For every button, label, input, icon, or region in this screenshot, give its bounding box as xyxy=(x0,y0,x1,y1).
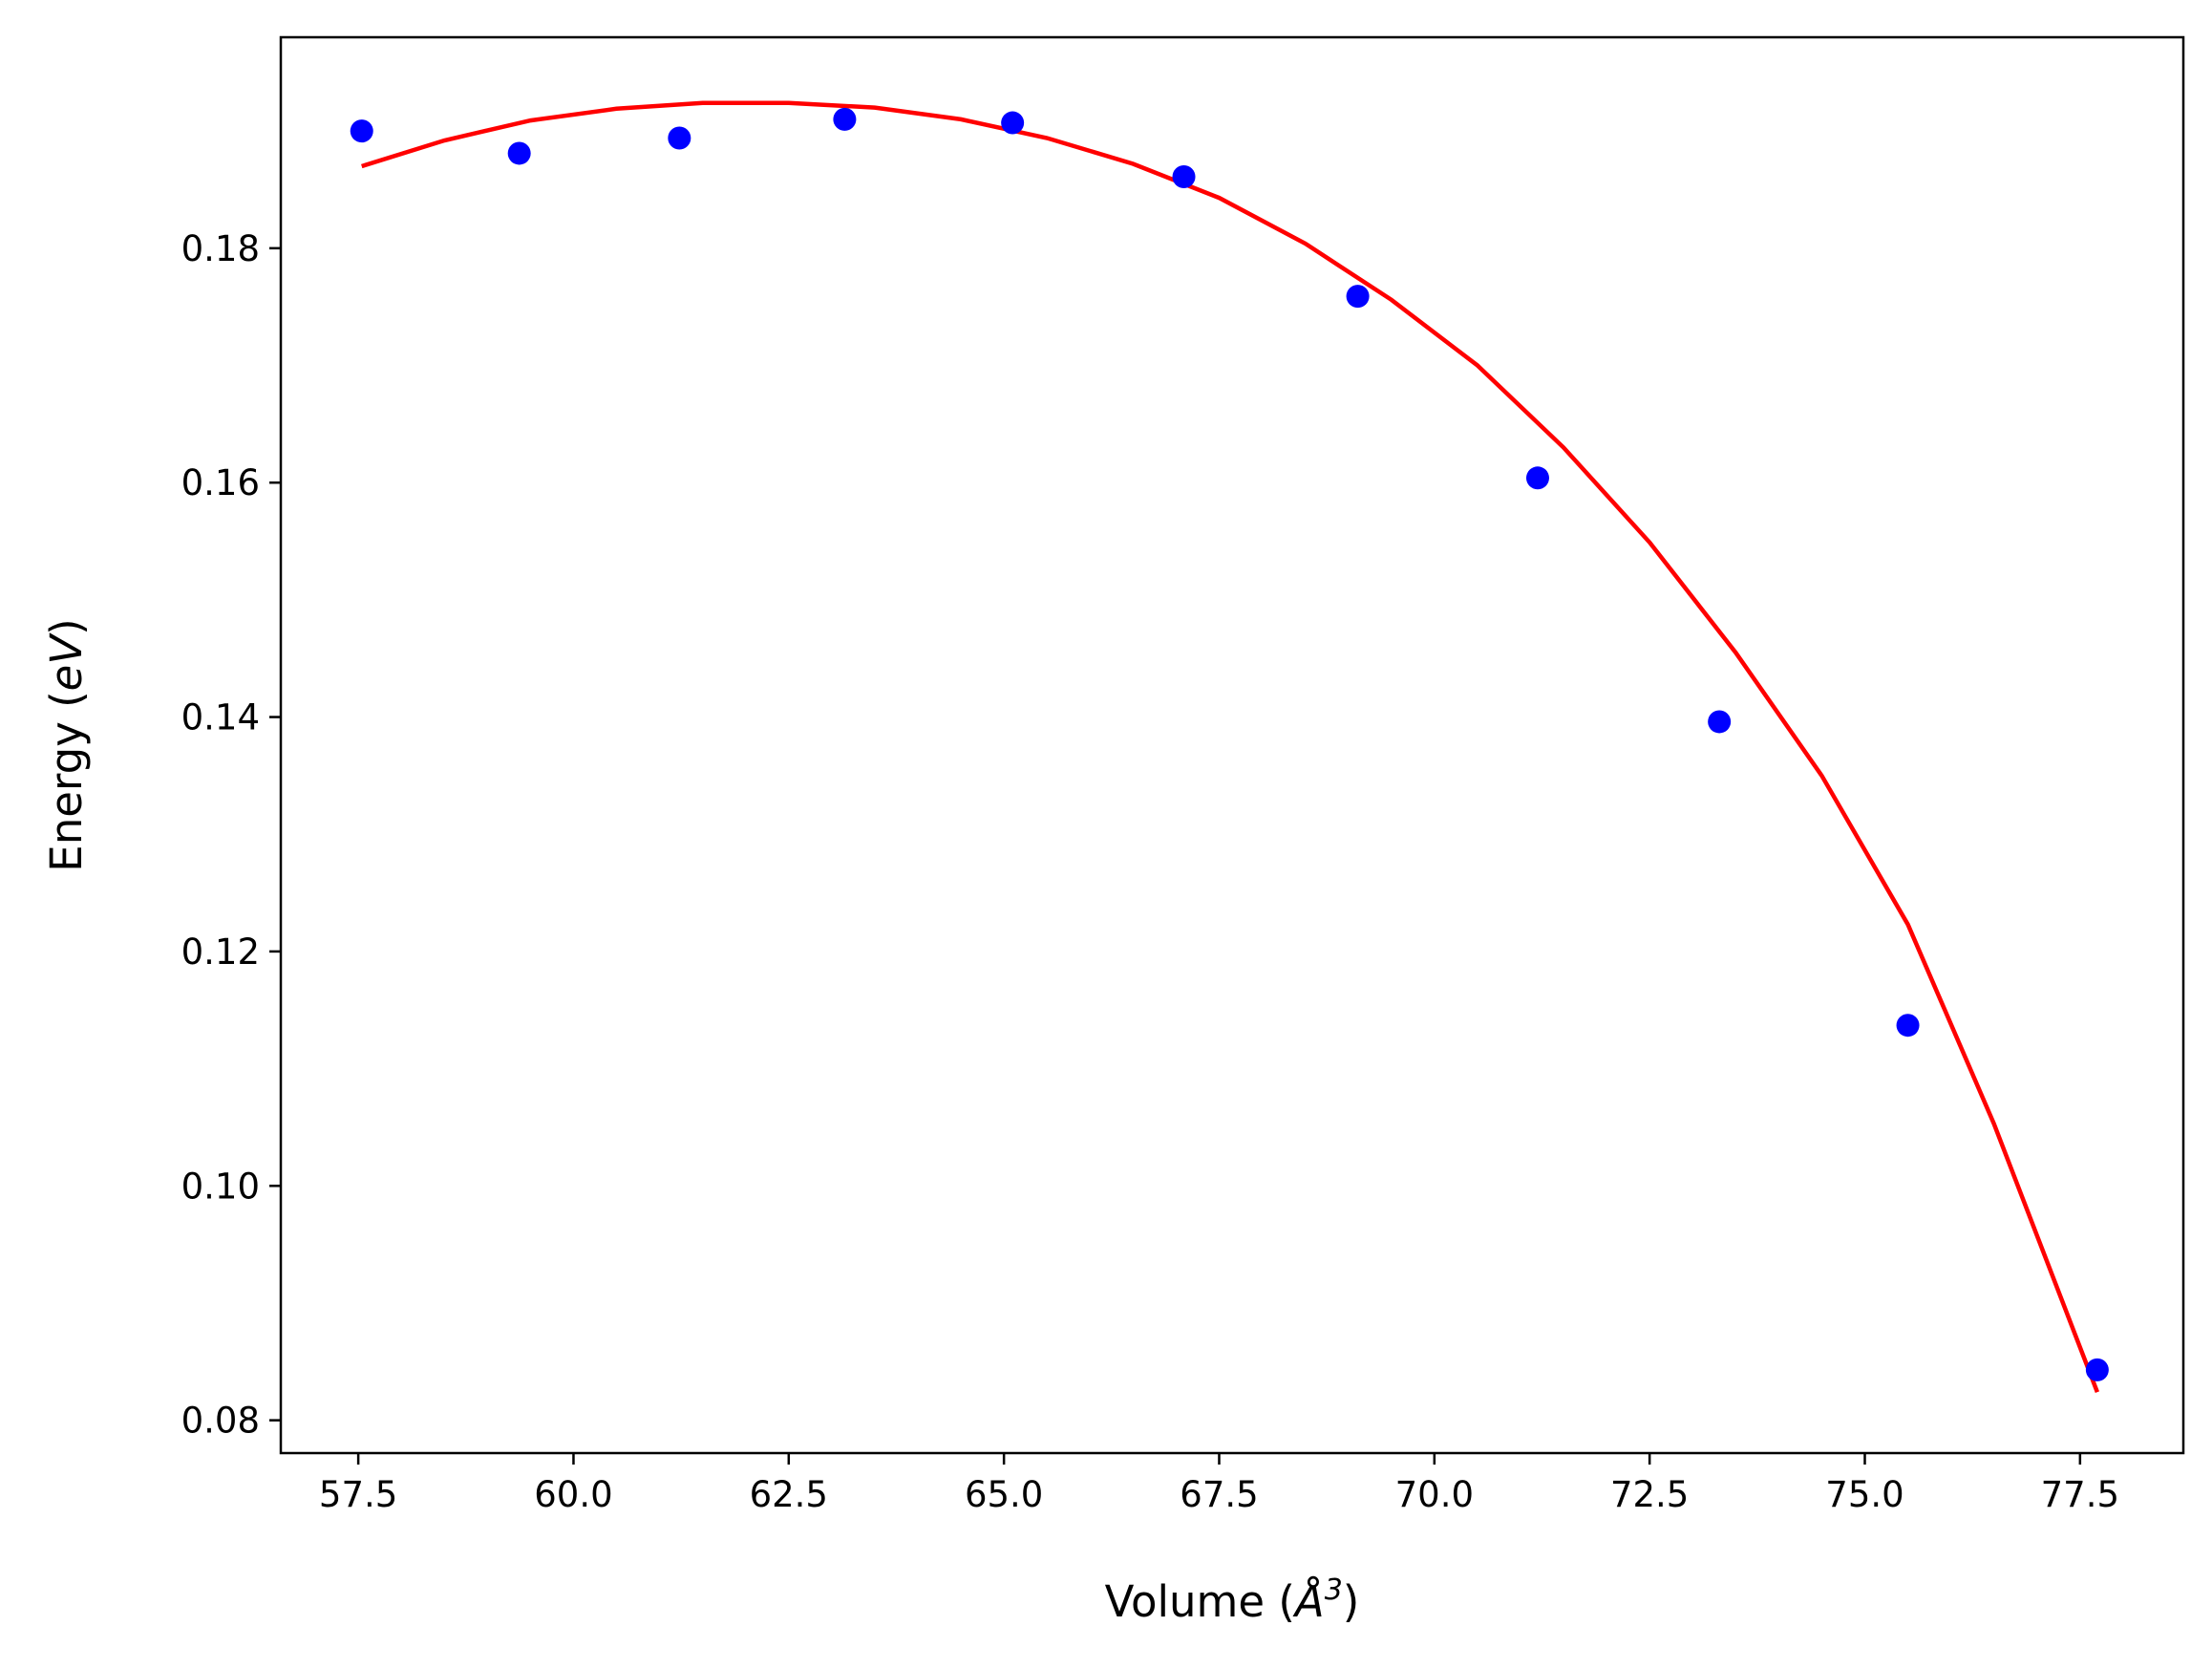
x-tick-label: 65.0 xyxy=(965,1474,1043,1515)
y-tick-label: 0.10 xyxy=(181,1166,260,1207)
y-axis-ticks: 0.08 0.10 0.12 0.14 0.16 0.18 xyxy=(181,228,281,1442)
data-point xyxy=(833,107,857,131)
data-point xyxy=(1346,285,1370,309)
x-tick-label: 77.5 xyxy=(2041,1474,2119,1515)
data-point xyxy=(507,141,531,165)
x-tick-label: 72.5 xyxy=(1610,1474,1689,1515)
data-point xyxy=(1708,710,1732,734)
data-point xyxy=(350,119,373,143)
data-point xyxy=(1525,466,1549,490)
x-tick-label: 62.5 xyxy=(750,1474,828,1515)
fit-curve xyxy=(361,100,2099,1394)
data-point xyxy=(668,126,691,150)
x-tick-label: 70.0 xyxy=(1395,1474,1474,1515)
y-tick-label: 0.18 xyxy=(181,228,260,269)
data-point xyxy=(1896,1014,1920,1038)
y-tick-label: 0.08 xyxy=(181,1401,260,1442)
y-tick-label: 0.12 xyxy=(181,931,260,973)
data-point xyxy=(1001,111,1025,135)
y-axis-label: Energy (eV) xyxy=(41,618,92,871)
x-axis-label: Volume (Å3) xyxy=(1105,1573,1360,1627)
plot-area xyxy=(350,100,2109,1394)
x-tick-label: 57.5 xyxy=(319,1474,397,1515)
y-tick-label: 0.14 xyxy=(181,697,260,738)
x-tick-label: 67.5 xyxy=(1180,1474,1258,1515)
data-point xyxy=(1172,164,1196,188)
data-point xyxy=(2085,1358,2109,1381)
x-tick-label: 75.0 xyxy=(1825,1474,1904,1515)
axes-frame xyxy=(279,35,2185,1455)
x-tick-label: 60.0 xyxy=(534,1474,612,1515)
y-tick-label: 0.16 xyxy=(181,462,260,503)
x-axis-ticks: 57.5 60.0 62.5 65.0 67.5 70.0 72.5 75.0 77.5 xyxy=(319,1453,2119,1515)
